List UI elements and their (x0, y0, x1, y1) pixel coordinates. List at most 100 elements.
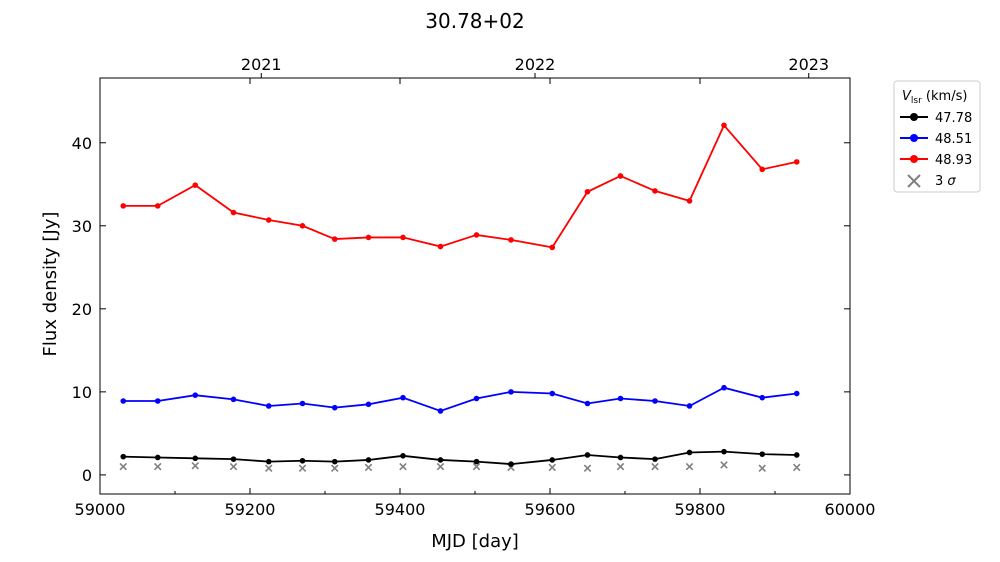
x-tick-label: 59400 (375, 500, 426, 519)
data-point (686, 449, 693, 456)
data-point (331, 458, 338, 465)
data-point (652, 398, 658, 404)
data-point (759, 451, 766, 457)
sigma-marker (758, 464, 767, 473)
y-tick-label: 30 (72, 217, 92, 236)
data-point (265, 217, 272, 223)
x-tick-label: 59200 (225, 500, 276, 519)
sigma-marker (229, 462, 238, 471)
sigma-marker (651, 462, 659, 471)
series-line (123, 450, 797, 466)
data-point (437, 243, 444, 250)
data-point (617, 173, 624, 179)
data-point (331, 236, 338, 242)
data-point (508, 389, 514, 395)
sigma-marker (119, 462, 128, 471)
x-axis: 59000 59200 59400 59600 59800 60000 (75, 78, 876, 519)
data-point (549, 457, 556, 463)
data-point (299, 223, 306, 229)
data-point (584, 452, 591, 458)
data-point (721, 384, 727, 391)
sigma-marker (720, 461, 728, 469)
data-point (584, 188, 591, 195)
data-point (299, 400, 306, 407)
legend-item: 47.78 (900, 111, 972, 126)
sigma-marker (298, 464, 307, 473)
legend-title: Vlsr (km/s) (902, 89, 967, 106)
data-point (230, 396, 237, 403)
data-point (365, 457, 372, 463)
sigma-marker (436, 462, 445, 471)
data-point (331, 404, 338, 411)
legend-item: 3 σ (907, 174, 956, 189)
legend-label: 47.78 (935, 111, 972, 126)
y-tick-label: 20 (72, 300, 92, 319)
data-point (154, 203, 161, 209)
x-tick-label: 60000 (825, 500, 876, 519)
data-point (549, 244, 556, 251)
y-tick-label: 0 (82, 466, 92, 485)
sigma-marker (399, 462, 407, 471)
sigma-marker (364, 463, 373, 472)
data-point (549, 390, 556, 397)
x-tick-label: 59600 (525, 500, 576, 519)
data-point (437, 408, 444, 414)
x-tick-label: 59800 (675, 500, 726, 519)
data-point (473, 395, 480, 402)
data-point (652, 188, 658, 194)
data-point (721, 448, 727, 455)
x-axis-label: MJD [day] (431, 531, 519, 552)
data-point (508, 237, 514, 243)
data-point (192, 182, 199, 188)
data-point (508, 461, 514, 467)
data-point (473, 458, 480, 465)
data-point (265, 403, 272, 409)
data-point (721, 122, 727, 129)
data-point (120, 453, 127, 460)
data-point (793, 390, 800, 397)
sigma-marker (153, 462, 162, 471)
x-tick-label: 59000 (75, 500, 126, 519)
data-point (759, 394, 766, 401)
data-point (652, 456, 658, 462)
data-point (230, 456, 237, 462)
sigma-marker (685, 462, 694, 471)
legend-label: 48.93 (935, 153, 972, 168)
data-point (617, 395, 624, 402)
data-point (265, 458, 272, 465)
data-point (400, 394, 406, 401)
top-tick-label: 2021 (241, 55, 282, 74)
data-point (437, 457, 444, 463)
sigma-marker (264, 464, 273, 473)
legend-item: 48.93 (900, 153, 972, 168)
chart-title: 30.78+02 (425, 9, 524, 33)
data-point (686, 198, 693, 204)
legend-item: 48.51 (900, 132, 972, 147)
data-point (617, 454, 624, 461)
sigma-marker (191, 462, 200, 470)
data-point (120, 203, 127, 209)
sigma-marker (616, 462, 625, 471)
data-point (584, 400, 591, 407)
data-point (400, 453, 406, 459)
legend-box (893, 80, 981, 193)
top-tick-label: 2022 (515, 55, 556, 74)
legend-label: 3 σ (935, 174, 956, 189)
y-tick-label: 10 (72, 383, 92, 402)
sigma-marker (330, 464, 339, 473)
sigma-marker (548, 463, 557, 472)
data-point (120, 398, 127, 404)
data-point (192, 455, 199, 462)
sigma-marker (583, 464, 592, 473)
data-point (759, 166, 766, 173)
plot-area (119, 122, 801, 473)
top-axis: 2021 2022 2023 (241, 55, 829, 78)
data-point (230, 209, 237, 216)
y-tick-label: 40 (72, 134, 92, 153)
data-point (793, 159, 800, 165)
series-line (123, 386, 797, 412)
series-line (123, 123, 797, 249)
data-point (365, 401, 372, 408)
y-axis-label: Flux density [Jy] (40, 212, 61, 357)
